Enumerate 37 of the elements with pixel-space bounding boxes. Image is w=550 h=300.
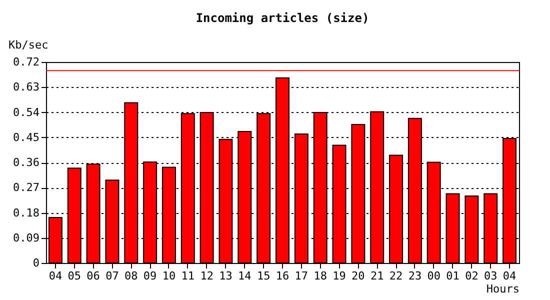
chart-title: Incoming articles (size) (196, 11, 370, 25)
x-tick-label: 09 (143, 270, 157, 282)
x-axis-title: Hours (486, 282, 520, 296)
x-tick-label: 15 (256, 270, 270, 282)
y-tick-label: 0.72 (13, 56, 40, 68)
x-tick-label: 06 (86, 270, 100, 282)
x-tick-label: 20 (352, 270, 365, 282)
y-tick-label: 0.36 (13, 156, 40, 169)
x-tick-label: 23 (408, 270, 422, 282)
x-tick-label: 13 (219, 270, 232, 282)
x-tick-label: 07 (106, 270, 119, 282)
x-tick-label: 11 (181, 270, 195, 282)
y-tick-label: 0.54 (13, 106, 40, 119)
x-tick-label: 03 (484, 270, 498, 282)
x-tick-label: 22 (389, 270, 403, 282)
x-tick-label: 18 (314, 270, 327, 282)
y-tick-label: 0.27 (13, 181, 40, 194)
x-tick-label: 01 (446, 270, 460, 282)
x-tick-label: 16 (276, 270, 290, 282)
y-tick-label: 0.09 (13, 231, 40, 244)
x-tick-label: 19 (332, 270, 346, 282)
x-tick-label: 05 (68, 270, 82, 282)
y-tick-label: 0.18 (13, 206, 40, 220)
y-axis-title: Kb/sec (8, 38, 48, 52)
y-tick-label: 0 (32, 256, 40, 270)
x-tick-label: 21 (370, 270, 384, 282)
x-tick-label: 02 (465, 270, 478, 282)
x-tick-label: 10 (162, 270, 176, 282)
x-tick-label: 17 (294, 270, 308, 282)
x-tick-label: 14 (238, 270, 252, 282)
x-tick-label: 12 (200, 270, 214, 282)
x-tick-label: 04 (48, 270, 62, 282)
y-tick-label: 0.63 (13, 80, 40, 94)
x-tick-label: 08 (124, 270, 138, 282)
y-tick-label: 0.45 (13, 130, 40, 144)
x-tick-label: 00 (427, 270, 440, 282)
x-tick-label: 04 (502, 270, 517, 282)
